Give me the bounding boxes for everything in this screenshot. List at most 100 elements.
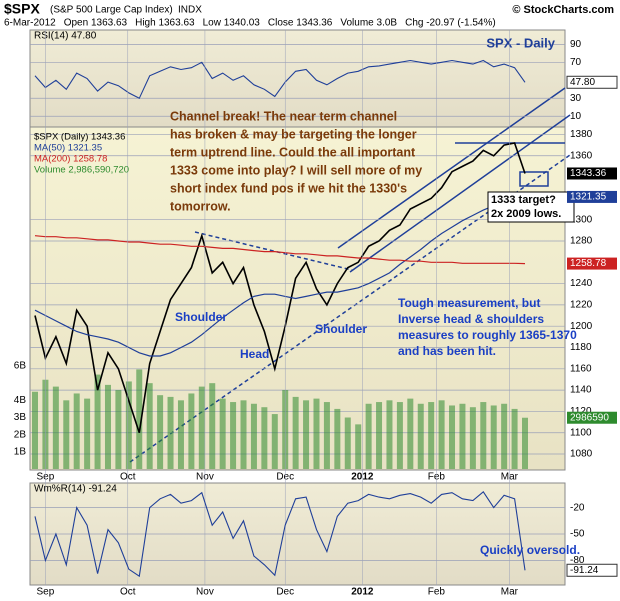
y-tick-label: 1140 (570, 385, 592, 396)
volume-bar (511, 408, 518, 469)
annotation: term uptrend line. Could the all importa… (170, 145, 416, 159)
annotation: Quickly oversold. (480, 543, 580, 557)
info-item: Volume 3.0B (340, 18, 397, 29)
volume-bar (428, 402, 435, 469)
y-tick-label: -80 (570, 555, 585, 566)
volume-bar (459, 403, 466, 469)
volume-bar (32, 391, 38, 469)
series-line (34, 142, 526, 433)
volume-bar (230, 402, 237, 469)
volume-bar (386, 400, 393, 469)
volume-bar (261, 407, 268, 469)
volume-bar (501, 403, 508, 469)
y-tick-label: 1160 (570, 363, 592, 374)
y-tick-label: 1180 (570, 342, 592, 353)
info-item: Chg -20.97 (-1.54%) (405, 18, 496, 29)
uptrend (129, 154, 571, 463)
info-item: Close 1343.36 (268, 18, 333, 29)
annotation: and has been hit. (398, 344, 496, 358)
y-tick-label: 1120 (570, 406, 592, 417)
x-tick-label: Sep (37, 587, 55, 598)
volume-bar (271, 414, 278, 469)
annotation: has broken & may be targeting the longer (170, 127, 417, 141)
volume-bar (417, 403, 424, 469)
annotation: measures to roughly 1365-1370 (398, 328, 577, 342)
info-item: High 1363.63 (135, 18, 195, 29)
annotation: short index fund pos if we hit the 1330'… (170, 181, 407, 195)
info-item: Low 1340.03 (203, 18, 261, 29)
index-name: (S&P 500 Large Cap Index) (50, 5, 173, 16)
legend-entry: $SPX (Daily) 1343.36 (34, 132, 125, 143)
y-tick-label: 70 (570, 57, 582, 68)
x-tick-label: Mar (501, 472, 519, 483)
volume-label-bg (567, 411, 617, 424)
channel-top (337, 87, 566, 249)
volume-bar (313, 398, 320, 469)
volume-tick-label: 2B (14, 429, 27, 440)
volume-bar (522, 417, 528, 469)
rsi-panel (29, 29, 566, 128)
series-line (34, 196, 526, 357)
y-tick-label: 1100 (570, 427, 592, 438)
annotation: tomorrow. (170, 199, 231, 213)
annotation: Inverse head & shoulders (398, 312, 544, 326)
y-tick-label: 1360 (570, 150, 593, 161)
y-tick-label: 90 (570, 39, 582, 50)
volume-bar (490, 405, 497, 469)
y-tick-label: 1080 (570, 449, 593, 460)
volume-bar (344, 417, 351, 469)
info-line: 6-Mar-2012 Open 1363.63 High 1363.63 Low 13… (4, 18, 496, 29)
x-tick-label: Feb (428, 587, 446, 598)
value-label: 1258.78 (570, 258, 607, 269)
volume-bar (240, 400, 247, 469)
legend-entry: MA(50) 1321.35 (34, 143, 102, 154)
annotation: Channel break! The near term channel (170, 109, 397, 123)
volume-bar (146, 383, 153, 469)
volume-bar (480, 402, 487, 469)
exchange: INDX (178, 5, 202, 16)
volume-bar (449, 405, 456, 469)
annotation: 1333 target? (491, 194, 556, 206)
value-label-bg (566, 75, 618, 89)
volume-bar (469, 407, 476, 469)
annotation: 2x 2009 lows. (491, 208, 561, 220)
volume-bar (438, 400, 445, 469)
volume-tick-label: 4B (14, 395, 27, 406)
x-tick-label: 2012 (351, 587, 374, 598)
annotation: Head (240, 347, 269, 361)
volume-bar (188, 393, 195, 469)
symbol: $SPX (4, 1, 40, 17)
volume-bar (355, 424, 362, 469)
volume-bar (407, 398, 414, 469)
panel-legend: Wm%R(14) -91.24 (34, 484, 117, 495)
volume-tick-label: 1B (14, 446, 27, 457)
volume-bar (177, 400, 184, 469)
y-tick-label: 10 (570, 111, 582, 122)
y-tick-label: 1240 (570, 278, 593, 289)
series-line (34, 490, 526, 578)
volume-tick-label: 3B (14, 412, 27, 423)
volume-bar (219, 398, 226, 469)
x-tick-label: Mar (501, 587, 519, 598)
target-box (519, 171, 549, 187)
value-label: 1321.35 (570, 192, 607, 203)
y-tick-label: 1280 (570, 236, 593, 247)
volume-bar (157, 395, 164, 469)
volume-bar (365, 403, 372, 469)
volume-bar (292, 396, 299, 469)
x-tick-label: Oct (120, 587, 136, 598)
value-label-bg (566, 563, 618, 577)
annotation: Tough measurement, but (398, 296, 540, 310)
volume-bar (198, 386, 205, 469)
series-line (34, 59, 526, 100)
channel-bottom (349, 114, 571, 273)
annotation: 1333 come into play? I will sell more of… (170, 163, 422, 177)
volume-tick-label: 6B (14, 361, 27, 372)
volume-bar (104, 384, 111, 469)
info-item: 6-Mar-2012 (4, 18, 56, 29)
volume-bar (334, 408, 341, 469)
value-label: 47.80 (570, 77, 595, 88)
value-label-bg (567, 190, 617, 203)
volume-bar (250, 403, 257, 469)
